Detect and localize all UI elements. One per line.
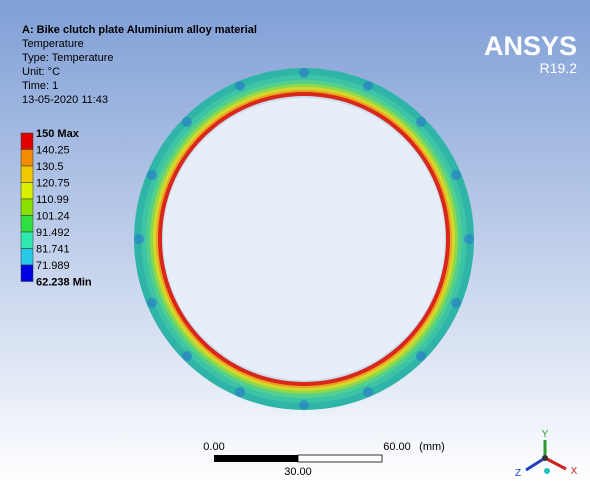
legend-label: 91.492 [36,227,70,239]
triad-y: Y [542,429,549,440]
legend-label: 110.99 [36,194,69,206]
header-line: Type: Temperature [22,52,114,64]
header-line: 13-05-2020 11:43 [22,94,108,106]
logo: ANSYS [484,31,577,61]
viewport: A: Bike clutch plate Aluminium alloy mat… [0,0,590,484]
scale-bar [214,455,382,462]
legend-label: 150 Max [36,128,80,140]
scale-unit: (mm) [419,441,445,453]
legend-colors [21,133,33,282]
scale-start: 0.00 [203,441,224,453]
clutch-plate [134,68,474,410]
title: A: Bike clutch plate Aluminium alloy mat… [22,24,257,36]
scale-middle: 30.00 [284,466,312,478]
legend-label: 71.989 [36,260,70,272]
header-line: Temperature [22,38,84,50]
legend-label: 130.5 [36,161,64,173]
legend-label: 101.24 [36,211,70,223]
header-line: Unit: °C [22,66,60,78]
legend-label: 120.75 [36,178,70,190]
legend-label: 81.741 [36,244,70,256]
triad-x: X [571,466,578,477]
scale-end: 60.00 [383,441,411,453]
legend-label: 140.25 [36,145,70,157]
header-line: Time: 1 [22,80,58,92]
logo-version: R19.2 [540,60,578,76]
page: A: Bike clutch plate Aluminium alloy mat… [0,0,590,489]
triad-z: Z [515,468,521,479]
legend-label: 62.238 Min [36,277,92,289]
